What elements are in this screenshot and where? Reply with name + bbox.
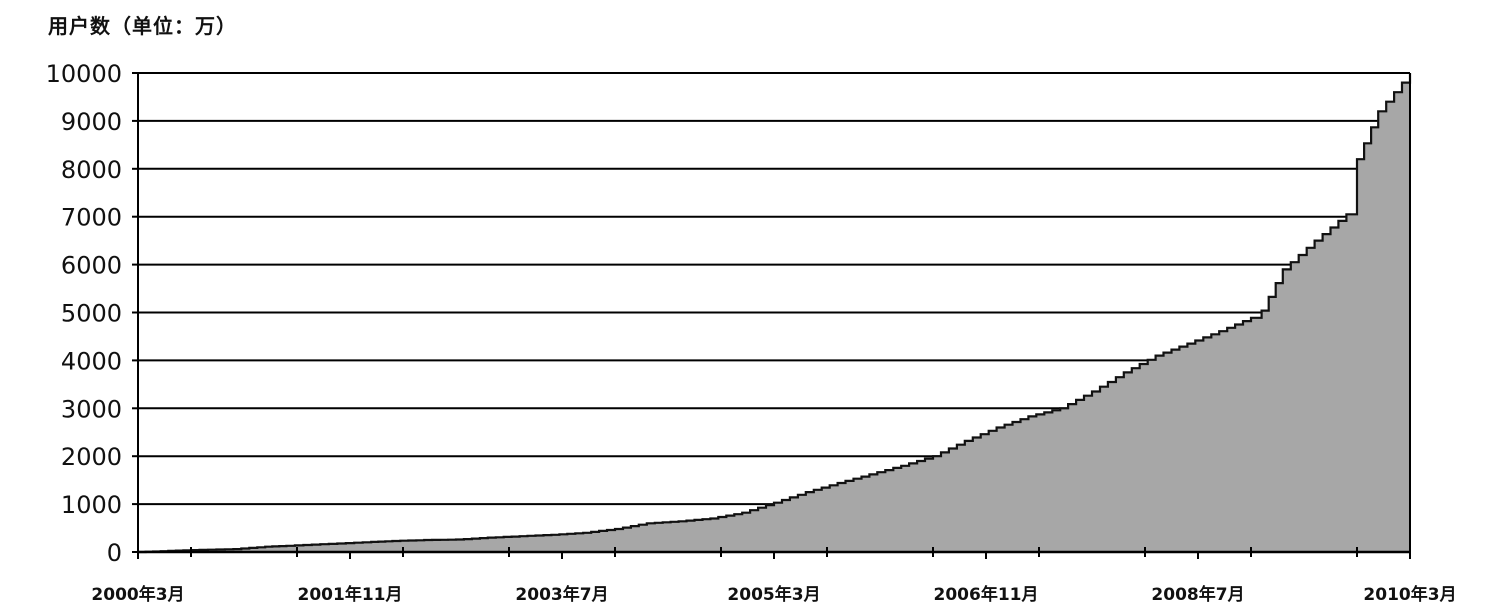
- x-tick-label: 2003年7月: [515, 584, 608, 605]
- y-tick-labels: 0 1000 2000 3000 4000 5000 6000 7000 8000 9000 100…: [46, 60, 122, 567]
- series-line: [138, 73, 1412, 554]
- grid-lines: [138, 72, 1410, 506]
- x-tick-labels: 2000年3月 2001年11月 2003年7月 2005年3月 2006年11月 200…: [91, 584, 1456, 605]
- y-tick-label: 8000: [61, 156, 122, 184]
- y-tick-label: 10000: [46, 60, 122, 88]
- y-tick-label: 5000: [61, 300, 122, 328]
- y-tick-label: 6000: [61, 252, 122, 280]
- y-tick-label: 7000: [61, 204, 122, 232]
- y-axis-title: 用户数（单位：万）: [48, 14, 237, 38]
- x-tick-label: 2005年3月: [727, 584, 820, 605]
- axes: [132, 72, 1411, 559]
- x-tick-label: 2008年7月: [1151, 584, 1244, 605]
- y-tick-label: 1000: [61, 491, 122, 519]
- y-tick-label: 3000: [61, 395, 122, 423]
- x-tick-label: 2001年11月: [298, 584, 403, 605]
- x-tick-label: 2000年3月: [91, 584, 184, 605]
- y-tick-label: 4000: [61, 347, 122, 375]
- x-tick-label: 2006年11月: [934, 584, 1039, 605]
- x-tick-label: 2010年3月: [1363, 584, 1456, 605]
- y-tick-label: 0: [107, 539, 122, 567]
- y-tick-label: 9000: [61, 108, 122, 136]
- area-series: [138, 73, 1412, 554]
- y-tick-label: 2000: [61, 443, 122, 471]
- area-fill: [138, 73, 1410, 552]
